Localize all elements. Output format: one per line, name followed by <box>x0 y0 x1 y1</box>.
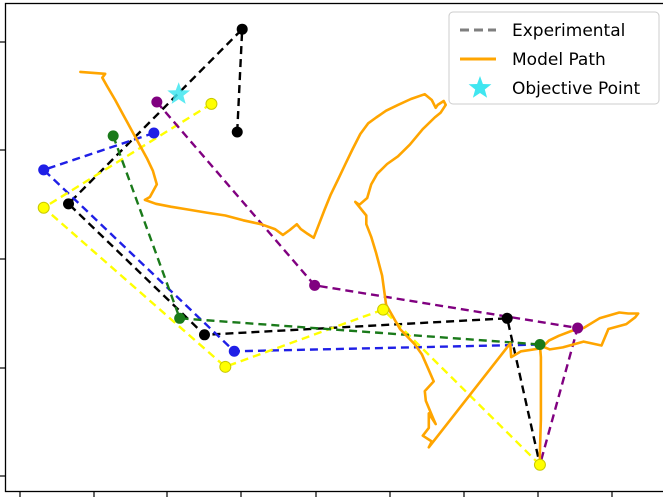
data-point <box>174 313 185 324</box>
data-point <box>108 130 119 141</box>
data-point <box>232 127 243 138</box>
data-point <box>309 280 320 291</box>
data-point <box>206 98 217 109</box>
data-point <box>199 329 210 340</box>
legend-label: Objective Point <box>512 79 641 99</box>
data-point <box>502 313 513 324</box>
objective-point-marker <box>167 82 190 104</box>
data-point <box>38 202 49 213</box>
data-point <box>572 323 583 334</box>
experimental-line-4 <box>157 102 578 465</box>
data-point <box>534 339 545 350</box>
data-point <box>237 24 248 35</box>
data-point <box>534 459 545 470</box>
model-path-line <box>80 72 638 465</box>
data-point <box>220 361 231 372</box>
experimental-line-2 <box>44 104 540 465</box>
data-point <box>151 96 162 107</box>
legend-label: Model Path <box>512 50 606 70</box>
data-point <box>63 198 74 209</box>
data-point <box>229 346 240 357</box>
data-point <box>378 304 389 315</box>
data-point <box>38 164 49 175</box>
experimental-line-3 <box>113 136 540 345</box>
legend: Experimental Model Path Objective Point <box>449 12 659 104</box>
data-point <box>148 128 159 139</box>
experimental-line-1 <box>44 133 540 351</box>
legend-label: Experimental <box>512 21 625 41</box>
